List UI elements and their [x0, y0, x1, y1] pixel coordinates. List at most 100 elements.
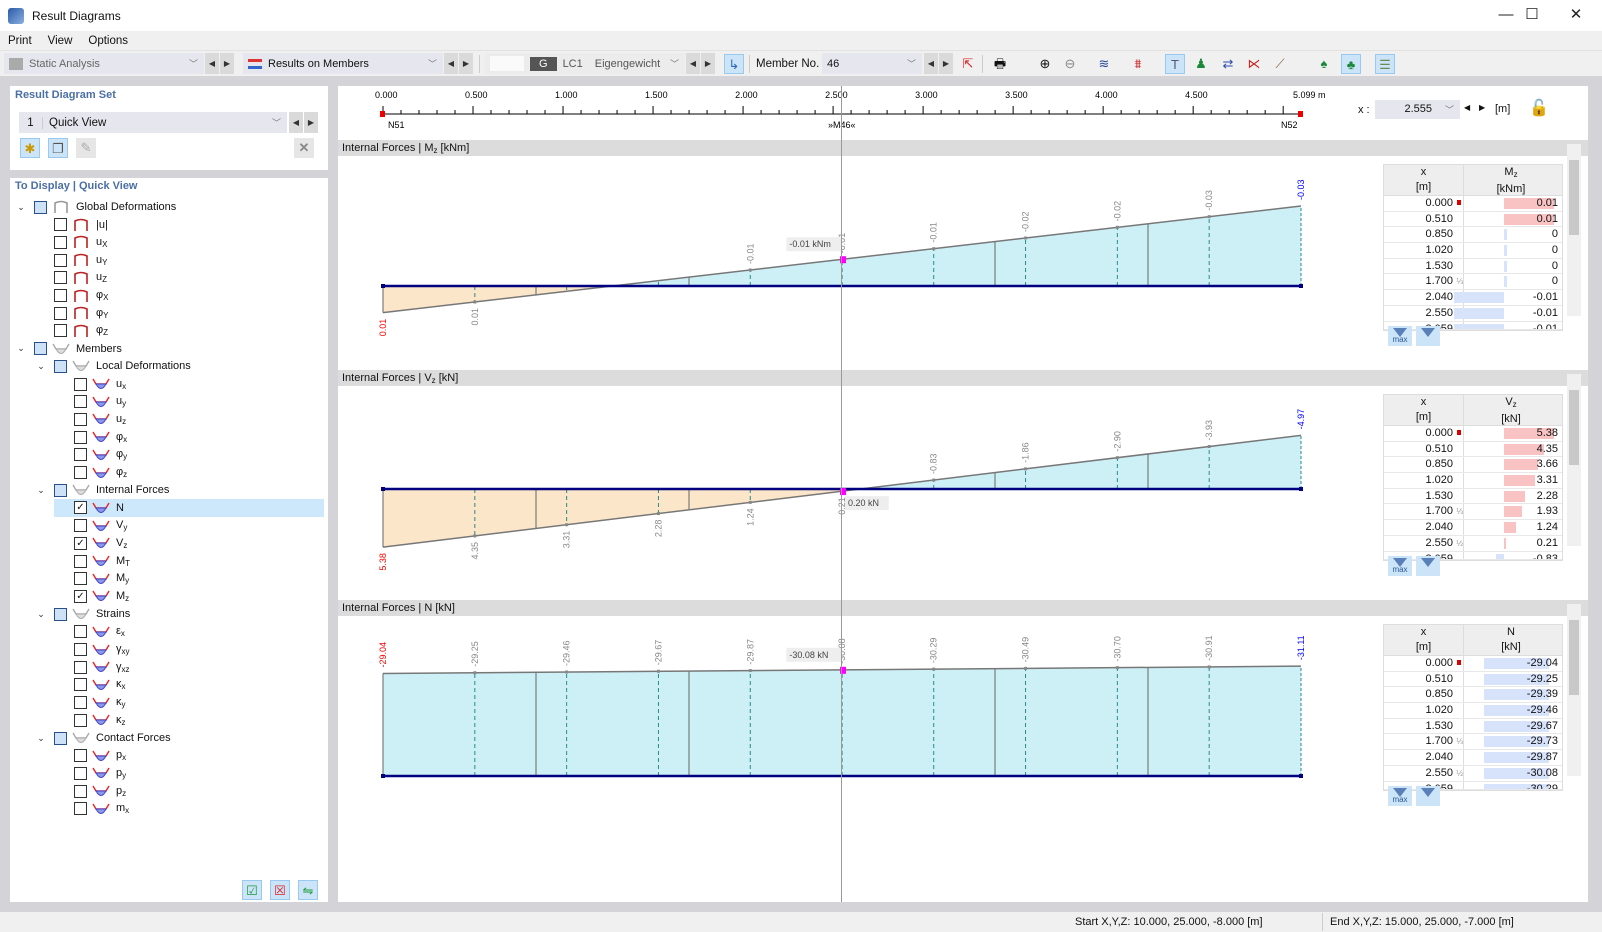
cursor-line[interactable]: [841, 86, 842, 902]
tree-checkbox[interactable]: ✓: [74, 501, 87, 515]
tree-checkbox[interactable]: [54, 218, 67, 232]
smoothing-icon[interactable]: ⟋: [1275, 56, 1285, 71]
chevron-down-icon[interactable]: ⌄: [37, 732, 45, 743]
member-no-select[interactable]: 46 ﹀: [822, 53, 922, 74]
table-row[interactable]: 1.530 2.28: [1384, 488, 1562, 505]
filter-max-button[interactable]: max: [1388, 556, 1412, 576]
tree-checkbox[interactable]: [74, 519, 87, 533]
tree-item[interactable]: φz: [54, 464, 324, 482]
new-set-icon[interactable]: ✱: [20, 138, 40, 158]
next-set-button[interactable]: ▶: [304, 112, 318, 133]
check-all-icon[interactable]: ☑: [242, 880, 262, 900]
diagram-plot[interactable]: 0.01 0.01 -0.01 -0.01 -0.01 -0.02 -0.02 -0.03 -0…: [338, 156, 1378, 366]
menu-print[interactable]: Print: [8, 34, 32, 47]
tree-item[interactable]: ⌄ Internal Forces: [34, 481, 324, 499]
extremes-icon[interactable]: ⋉: [1247, 56, 1261, 71]
invert-check-icon[interactable]: ⇋: [298, 880, 318, 900]
tree-checkbox[interactable]: [34, 200, 47, 214]
prev-member-button[interactable]: ◀: [924, 53, 938, 74]
tree-item[interactable]: φy: [54, 446, 324, 464]
tree-item[interactable]: MT: [54, 552, 324, 570]
tree-item[interactable]: uY: [34, 251, 324, 269]
table-row[interactable]: 0.850 0: [1384, 227, 1562, 244]
lock-icon[interactable]: 🔓: [1529, 100, 1549, 117]
next-lc-button[interactable]: ▶: [701, 53, 715, 74]
tree-checkbox[interactable]: [74, 660, 87, 674]
tree-checkbox[interactable]: [54, 483, 67, 497]
tree-item[interactable]: mx: [54, 800, 324, 818]
scrollbar-thumb[interactable]: [1569, 390, 1579, 465]
scrollbar-thumb[interactable]: [1569, 620, 1579, 695]
x-prev-button[interactable]: ◀: [1464, 103, 1471, 112]
tree-checkbox[interactable]: [74, 802, 87, 816]
tree-checkbox[interactable]: [74, 625, 87, 639]
print-icon[interactable]: 🖶: [993, 56, 1007, 71]
analysis-select[interactable]: Static Analysis ﹀: [4, 53, 204, 74]
section-icon[interactable]: T: [1165, 54, 1185, 74]
tree-item[interactable]: κz: [54, 711, 324, 729]
cursor-marker[interactable]: [839, 488, 846, 496]
tree-item[interactable]: ✓ N: [54, 498, 324, 517]
diagram-plot[interactable]: 5.38 4.35 3.31 2.28 1.24 0.21 -0.83 -1.86 -2.90 -…: [338, 386, 1378, 596]
delete-set-icon[interactable]: ✕: [294, 138, 314, 158]
chevron-down-icon[interactable]: ⌄: [37, 484, 45, 495]
tree-item[interactable]: uy: [54, 393, 324, 411]
table-icon[interactable]: ☰: [1375, 54, 1395, 74]
tree-checkbox[interactable]: [74, 412, 87, 426]
tree-item[interactable]: My: [54, 570, 324, 588]
filter-location-button[interactable]: [1416, 326, 1440, 346]
pick-member-icon[interactable]: ↳: [724, 54, 744, 74]
table-scrollbar[interactable]: [1567, 374, 1581, 546]
tree-item[interactable]: εx: [54, 623, 324, 641]
tree-item[interactable]: κy: [54, 694, 324, 712]
tree-checkbox[interactable]: [54, 253, 67, 267]
prev-analysis-button[interactable]: ◀: [205, 53, 219, 74]
nodal-support-icon[interactable]: ♠: [1320, 56, 1328, 71]
select-member-icon[interactable]: ⇱: [962, 56, 974, 71]
chevron-down-icon[interactable]: ⌄: [37, 360, 45, 371]
menu-options[interactable]: Options: [88, 34, 129, 47]
table-row[interactable]: 2.550 ½ 0.21: [1384, 535, 1562, 552]
tree-item[interactable]: py: [54, 764, 324, 782]
tree-checkbox[interactable]: [54, 271, 67, 285]
ruler-scale[interactable]: 0.000 0.500 1.000 1.500 2.000 2.500 3.000 3.500…: [338, 86, 1338, 136]
tree-item[interactable]: κx: [54, 676, 324, 694]
tree-item[interactable]: φX: [34, 287, 324, 305]
tree-checkbox[interactable]: [54, 359, 67, 373]
next-results-button[interactable]: ▶: [459, 53, 473, 74]
tree-checkbox[interactable]: [54, 731, 67, 745]
filter-location-button[interactable]: [1416, 556, 1440, 576]
tree-item[interactable]: φx: [54, 428, 324, 446]
tree-checkbox[interactable]: ✓: [74, 536, 87, 550]
filter-max-button[interactable]: max: [1388, 326, 1412, 346]
tree-item[interactable]: ⌄ Strains: [34, 605, 324, 623]
table-row[interactable]: 2.040 1.24: [1384, 520, 1562, 536]
load-case-select[interactable]: G LC1 Eigengewicht ﹀: [485, 53, 685, 74]
next-member-button[interactable]: ▶: [939, 53, 953, 74]
tree-checkbox[interactable]: [74, 430, 87, 444]
table-row[interactable]: 1.700 ⅓ 1.93: [1384, 504, 1562, 521]
view-settings-icon[interactable]: ≋: [1098, 56, 1110, 71]
prev-results-button[interactable]: ◀: [444, 53, 458, 74]
tree-item[interactable]: px: [54, 747, 324, 765]
filter-location-button[interactable]: [1416, 786, 1440, 806]
tree-item[interactable]: uZ: [34, 269, 324, 287]
tree-item[interactable]: ⌄ Local Deformations: [34, 357, 324, 375]
diagram-plot[interactable]: -29.04 -29.25 -29.46 -29.67 -29.87 -30.08 -30.…: [338, 616, 1378, 902]
chevron-down-icon[interactable]: ⌄: [37, 608, 45, 619]
tree-checkbox[interactable]: [74, 713, 87, 727]
tree-item[interactable]: uX: [34, 233, 324, 251]
close-button[interactable]: ✕: [1569, 6, 1583, 23]
diagram-display-icon[interactable]: ⩩: [1134, 56, 1142, 71]
minimize-button[interactable]: —: [1498, 6, 1514, 23]
tree-item[interactable]: φZ: [34, 322, 324, 340]
tree-checkbox[interactable]: [54, 289, 67, 302]
results-type-select[interactable]: Results on Members ﹀: [243, 53, 443, 74]
table-row[interactable]: 1.530 0: [1384, 258, 1562, 275]
x-next-button[interactable]: ▶: [1479, 103, 1486, 112]
cursor-marker[interactable]: [839, 666, 846, 674]
filter-max-button[interactable]: max: [1388, 786, 1412, 806]
table-row[interactable]: 3.059 -30.29: [1384, 781, 1562, 790]
tree-checkbox[interactable]: [74, 377, 87, 391]
tree-item[interactable]: ux: [54, 375, 324, 393]
